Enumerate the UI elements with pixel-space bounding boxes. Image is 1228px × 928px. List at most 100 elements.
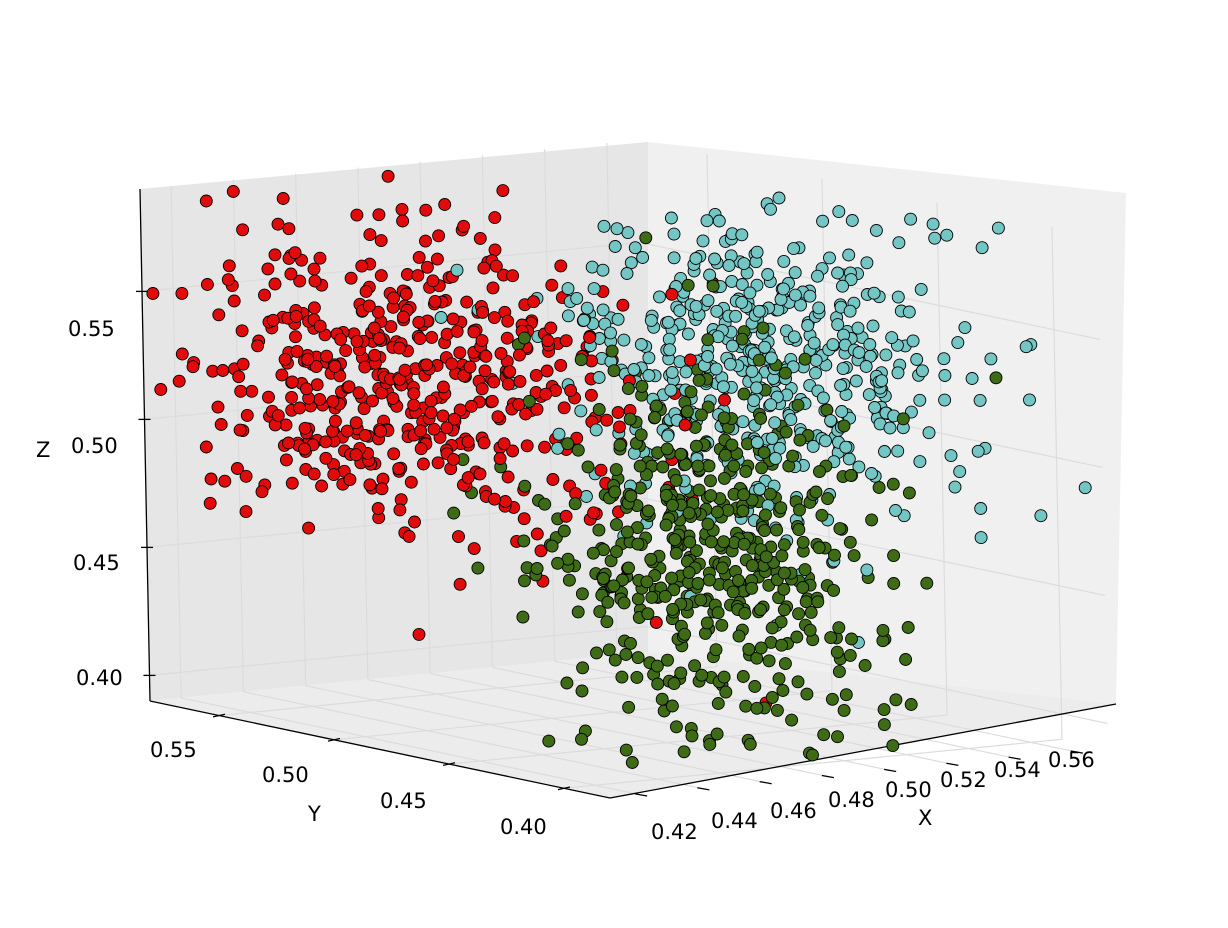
scatter-point-series-2 xyxy=(736,415,750,429)
scatter-point-series-0 xyxy=(414,424,428,438)
scatter-point-series-1 xyxy=(762,654,776,668)
scatter-point-series-1 xyxy=(609,463,623,477)
scatter-point-series-2 xyxy=(787,330,801,344)
scatter-point-series-2 xyxy=(642,369,656,382)
scatter-point-series-0 xyxy=(339,344,353,358)
x-gridline xyxy=(305,685,766,784)
scatter-point-series-2 xyxy=(965,372,979,385)
scatter-point-series-0 xyxy=(307,262,321,276)
scatter-point-series-2 xyxy=(984,352,998,366)
scatter-point-series-0 xyxy=(530,402,544,416)
scatter-point-series-1 xyxy=(736,670,750,683)
scatter-point-series-1 xyxy=(745,581,759,595)
scatter-point-series-0 xyxy=(493,452,507,465)
scatter-point-series-1 xyxy=(877,703,891,717)
scatter-point-series-2 xyxy=(627,363,641,376)
scatter-point-series-0 xyxy=(186,360,200,374)
scatter-point-series-0 xyxy=(475,382,489,396)
scatter-point-series-0 xyxy=(284,267,298,281)
scatter-point-series-2 xyxy=(628,241,642,255)
scatter-point-series-2 xyxy=(617,333,631,347)
scatter-point-series-0 xyxy=(513,374,527,388)
scatter-point-series-1 xyxy=(775,638,789,652)
scatter-point-series-1 xyxy=(592,403,606,416)
scatter-point-series-0 xyxy=(404,475,418,489)
scatter-point-series-1 xyxy=(694,593,708,607)
scatter-point-series-1 xyxy=(832,621,846,635)
scatter-point-series-0 xyxy=(412,315,426,329)
scatter-point-series-0 xyxy=(453,346,467,360)
scatter-point-series-0 xyxy=(407,398,421,412)
scatter-point-series-2 xyxy=(922,426,936,440)
scatter-point-series-1 xyxy=(737,537,751,551)
scatter-point-series-0 xyxy=(461,435,475,449)
scatter-point-series-0 xyxy=(476,305,490,319)
scatter-point-series-1 xyxy=(786,449,800,463)
scatter-point-series-1 xyxy=(825,692,839,706)
scatter-point-series-2 xyxy=(725,274,739,288)
scatter-point-series-0 xyxy=(424,406,438,420)
scatter-point-series-0 xyxy=(427,422,441,436)
scatter-point-series-0 xyxy=(319,435,333,449)
scatter-point-series-1 xyxy=(608,653,622,667)
scatter-point-series-2 xyxy=(611,312,625,326)
scatter-point-series-1 xyxy=(737,488,751,502)
scatter-point-series-0 xyxy=(431,456,445,470)
scatter-point-series-1 xyxy=(651,677,665,691)
scatter-point-series-1 xyxy=(666,602,680,616)
scatter-point-series-1 xyxy=(759,508,772,522)
scatter-point-series-2 xyxy=(951,336,965,350)
scatter-point-series-0 xyxy=(320,349,334,363)
scatter-point-series-0 xyxy=(240,408,254,422)
scatter-point-series-0 xyxy=(235,324,249,338)
scatter-point-series-0 xyxy=(530,527,544,541)
scatter-point-series-1 xyxy=(656,460,670,474)
scatter-point-series-1 xyxy=(622,561,635,575)
scatter-point-series-0 xyxy=(479,349,493,363)
scatter-point-series-0 xyxy=(527,295,540,309)
scatter-point-series-0 xyxy=(366,394,379,408)
scatter-point-series-1 xyxy=(779,425,793,439)
scatter-point-series-1 xyxy=(684,385,698,399)
scatter-point-series-0 xyxy=(278,352,292,366)
scatter-point-series-1 xyxy=(706,279,720,293)
scatter-point-series-2 xyxy=(891,290,905,304)
scatter-point-series-0 xyxy=(544,321,558,335)
scatter-point-series-2 xyxy=(816,214,830,228)
scatter-point-series-1 xyxy=(690,544,703,558)
scatter-point-series-2 xyxy=(902,305,916,319)
scatter-point-series-2 xyxy=(953,465,967,479)
scatter-point-series-1 xyxy=(571,443,585,457)
scatter-point-series-2 xyxy=(915,364,929,378)
scatter-point-series-0 xyxy=(396,310,410,324)
scatter-point-series-2 xyxy=(811,269,824,283)
scatter-point-series-0 xyxy=(506,444,520,458)
scatter-point-series-1 xyxy=(817,728,831,742)
scatter-point-series-1 xyxy=(821,492,835,506)
scatter-point-series-1 xyxy=(758,524,771,538)
scatter-point-series-0 xyxy=(545,278,559,292)
scatter-point-series-0 xyxy=(414,442,428,456)
scatter-point-series-2 xyxy=(788,288,802,302)
scatter-point-series-1 xyxy=(702,459,716,473)
x-gridline xyxy=(181,697,642,796)
scatter-point-series-2 xyxy=(879,348,893,362)
scatter-point-series-1 xyxy=(623,412,637,426)
y-tick xyxy=(212,713,226,718)
scatter-point-series-2 xyxy=(831,318,845,332)
scatter-point-series-2 xyxy=(819,434,832,448)
scatter-point-series-0 xyxy=(446,312,460,326)
scatter-point-series-2 xyxy=(753,482,767,496)
scatter-point-series-2 xyxy=(450,263,464,277)
scatter-point-series-0 xyxy=(200,278,214,291)
scatter-point-series-0 xyxy=(307,301,321,315)
scatter-point-series-1 xyxy=(858,659,872,672)
scatter-point-series-2 xyxy=(673,304,687,318)
scatter-point-series-1 xyxy=(681,278,695,292)
scatter-point-series-0 xyxy=(678,418,692,432)
scatter-point-series-1 xyxy=(613,438,627,452)
scatter-point-series-1 xyxy=(620,525,634,539)
scatter-point-series-0 xyxy=(343,473,357,487)
